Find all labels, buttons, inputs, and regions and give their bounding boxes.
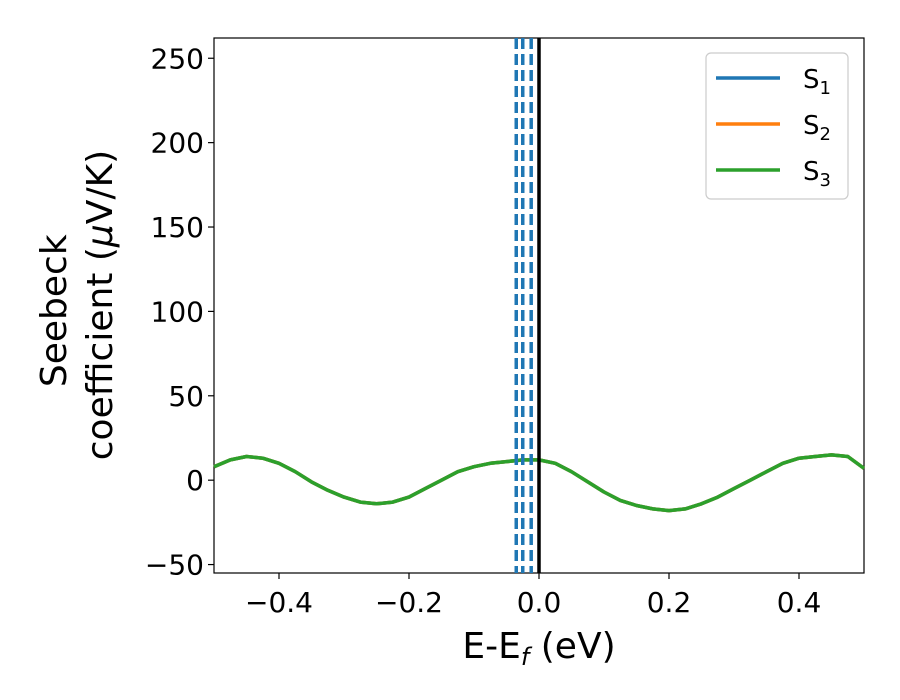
y-axis-label: Seebeck coefficient (μV/K) xyxy=(34,150,121,460)
x-tick-label: 0.4 xyxy=(777,586,822,619)
y-tick-label: 0 xyxy=(186,464,204,497)
plot-area: −0.4 −0.2 0.0 0.2 0.4 −50 0 50 100 150 200 250 xyxy=(145,37,866,619)
x-axis-ticks: −0.4 −0.2 0.0 0.2 0.4 xyxy=(245,573,821,619)
x-tick-label: −0.2 xyxy=(375,586,443,619)
legend-label-s3: S3 xyxy=(803,157,831,191)
y-axis-ticks: −50 0 50 100 150 200 250 xyxy=(145,42,214,582)
x-tick-label: −0.4 xyxy=(245,586,313,619)
y-tick-label: −50 xyxy=(145,549,204,582)
vertical-markers xyxy=(514,38,541,573)
x-tick-label: 0.0 xyxy=(517,586,562,619)
legend-label-s2: S2 xyxy=(803,111,831,145)
y-tick-label: 50 xyxy=(168,380,204,413)
y-tick-label: 100 xyxy=(151,295,204,328)
legend-box xyxy=(705,52,849,200)
y-tick-label: 150 xyxy=(151,211,204,244)
legend-items: S1 S2 S3 xyxy=(716,65,831,191)
y-tick-label: 200 xyxy=(151,127,204,160)
x-axis-label: E-Ef (eV) xyxy=(462,626,615,671)
y-tick-label: 250 xyxy=(151,42,204,75)
legend-label-s1: S1 xyxy=(803,65,831,99)
legend: S1 S2 S3 xyxy=(705,52,849,200)
x-tick-label: 0.2 xyxy=(647,586,692,619)
